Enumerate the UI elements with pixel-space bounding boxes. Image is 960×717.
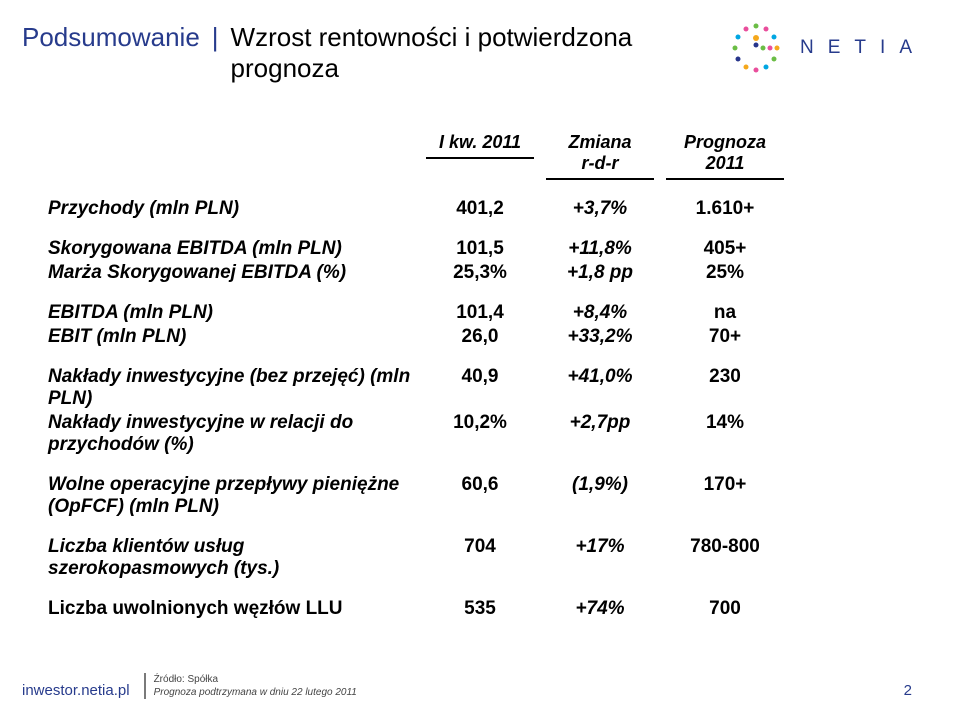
- row-label: Nakłady inwestycyjne w relacji do przych…: [48, 412, 420, 456]
- title-sub: Wzrost rentowności i potwierdzona progno…: [231, 22, 730, 84]
- cell-change: +11,8%: [540, 238, 660, 260]
- logo-letter: E: [828, 37, 841, 59]
- cell-change: +17%: [540, 536, 660, 558]
- page-number: 2: [904, 682, 912, 699]
- cell-value: 401,2: [420, 198, 540, 220]
- slide-title: Podsumowanie | Wzrost rentowności i potw…: [22, 22, 730, 84]
- cell-forecast: 780-800: [660, 536, 790, 558]
- table-row: EBIT (mln PLN) 26,0 +33,2% 70+: [48, 326, 790, 348]
- cell-forecast: 230: [660, 366, 790, 388]
- cell-value: 704: [420, 536, 540, 558]
- logo-letter: A: [899, 37, 912, 59]
- logo-text: NETIA: [800, 37, 912, 59]
- source-note: Źródło: Spółka Prognoza podtrzymana w dn…: [144, 673, 357, 699]
- row-label: EBIT (mln PLN): [48, 326, 420, 348]
- brand-logo: NETIA: [730, 22, 912, 74]
- financial-table: I kw. 2011 Zmiana r-d-r Prognoza 2011 Pr…: [0, 84, 960, 620]
- cell-forecast: 170+: [660, 474, 790, 496]
- table-row: EBITDA (mln PLN) 101,4 +8,4% na: [48, 302, 790, 324]
- col-change-top: Zmiana: [540, 132, 660, 153]
- col-quarter-label: I kw. 2011: [439, 132, 521, 152]
- cell-forecast: 1.610+: [660, 198, 790, 220]
- row-label: Marża Skorygowanej EBITDA (%): [48, 262, 420, 284]
- cell-value: 10,2%: [420, 412, 540, 434]
- row-label: Wolne operacyjne przepływy pieniężne (Op…: [48, 474, 420, 518]
- col-change-bot: r-d-r: [540, 153, 660, 174]
- table-row: Liczba klientów usług szerokopasmowych (…: [48, 536, 790, 580]
- title-divider: |: [212, 22, 219, 53]
- col-forecast-bot: 2011: [660, 153, 790, 174]
- row-label: EBITDA (mln PLN): [48, 302, 420, 324]
- col-quarter: I kw. 2011: [420, 132, 540, 180]
- source-line2: Prognoza podtrzymana w dniu 22 lutego 20…: [154, 686, 357, 699]
- col-forecast-top: Prognoza: [660, 132, 790, 153]
- cell-value: 101,4: [420, 302, 540, 324]
- logo-dots-icon: [730, 22, 782, 74]
- table-row: Nakłady inwestycyjne (bez przejęć) (mln …: [48, 366, 790, 410]
- cell-value: 60,6: [420, 474, 540, 496]
- logo-letter: T: [854, 37, 866, 59]
- cell-change: +41,0%: [540, 366, 660, 388]
- cell-forecast: na: [660, 302, 790, 324]
- cell-forecast: 25%: [660, 262, 790, 284]
- table-row: Nakłady inwestycyjne w relacji do przych…: [48, 412, 790, 456]
- source-line1: Źródło: Spółka: [154, 673, 357, 686]
- table-row: Liczba uwolnionych węzłów LLU 535 +74% 7…: [48, 598, 790, 620]
- cell-forecast: 405+: [660, 238, 790, 260]
- cell-change: +33,2%: [540, 326, 660, 348]
- row-label: Skorygowana EBITDA (mln PLN): [48, 238, 420, 260]
- cell-value: 26,0: [420, 326, 540, 348]
- row-label: Liczba klientów usług szerokopasmowych (…: [48, 536, 420, 580]
- cell-change: (1,9%): [540, 474, 660, 496]
- cell-value: 535: [420, 598, 540, 620]
- table-row: Wolne operacyjne przepływy pieniężne (Op…: [48, 474, 790, 518]
- col-forecast: Prognoza 2011: [660, 132, 790, 180]
- row-label: Liczba uwolnionych węzłów LLU: [48, 598, 420, 620]
- cell-value: 40,9: [420, 366, 540, 388]
- footer-site: inwestor.netia.pl: [22, 682, 130, 699]
- cell-forecast: 700: [660, 598, 790, 620]
- cell-change: +74%: [540, 598, 660, 620]
- table-row: Marża Skorygowanej EBITDA (%) 25,3% +1,8…: [48, 262, 790, 284]
- cell-value: 101,5: [420, 238, 540, 260]
- title-main: Podsumowanie: [22, 22, 200, 53]
- column-headers: I kw. 2011 Zmiana r-d-r Prognoza 2011: [48, 132, 790, 180]
- col-change: Zmiana r-d-r: [540, 132, 660, 180]
- row-label: Przychody (mln PLN): [48, 198, 420, 220]
- cell-change: +1,8 pp: [540, 262, 660, 284]
- cell-value: 25,3%: [420, 262, 540, 284]
- cell-forecast: 70+: [660, 326, 790, 348]
- footer: inwestor.netia.pl Źródło: Spółka Prognoz…: [22, 673, 912, 699]
- row-label: Nakłady inwestycyjne (bez przejęć) (mln …: [48, 366, 420, 410]
- cell-change: +8,4%: [540, 302, 660, 324]
- cell-change: +2,7pp: [540, 412, 660, 434]
- table-row: Przychody (mln PLN) 401,2 +3,7% 1.610+: [48, 198, 790, 220]
- cell-forecast: 14%: [660, 412, 790, 434]
- table-row: Skorygowana EBITDA (mln PLN) 101,5 +11,8…: [48, 238, 790, 260]
- cell-change: +3,7%: [540, 198, 660, 220]
- logo-letter: I: [880, 37, 885, 59]
- logo-letter: N: [800, 37, 814, 59]
